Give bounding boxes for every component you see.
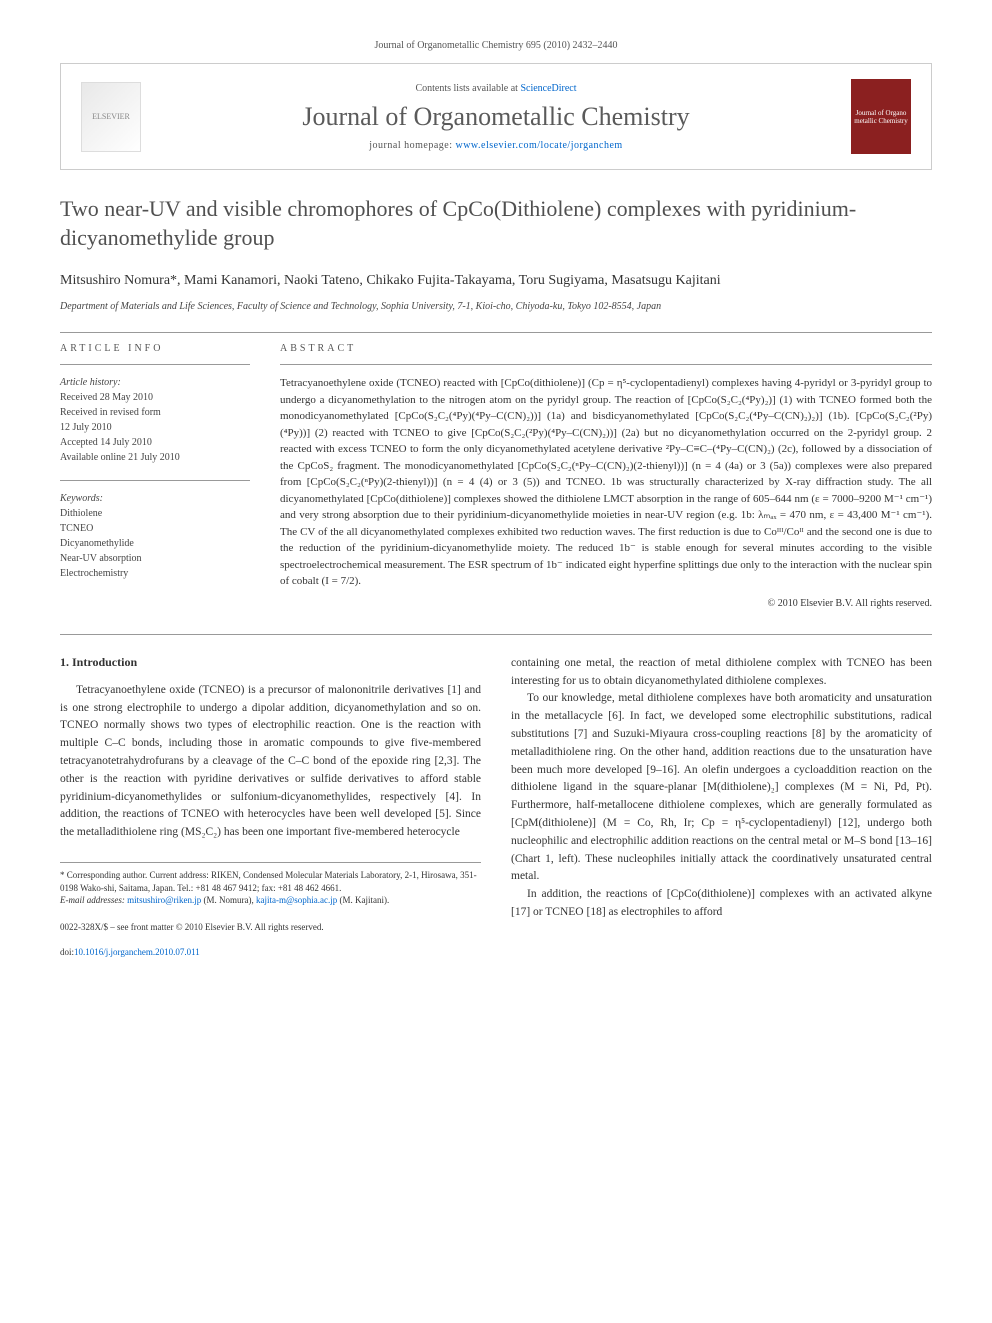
contents-list-line: Contents lists available at ScienceDirec…	[141, 83, 851, 94]
article-info-heading: ARTICLE INFO	[60, 343, 250, 354]
section-1-heading: 1. Introduction	[60, 655, 481, 670]
online-date: Available online 21 July 2010	[60, 450, 250, 465]
body-column-right: containing one metal, the reaction of me…	[511, 655, 932, 957]
email-link-1[interactable]: mitsushiro@riken.jp	[127, 895, 201, 905]
accepted-date: Accepted 14 July 2010	[60, 435, 250, 450]
article-info-column: ARTICLE INFO Article history: Received 2…	[60, 343, 250, 609]
authors-list: Mitsushiro Nomura*, Mami Kanamori, Naoki…	[60, 270, 932, 291]
info-divider-1	[60, 364, 250, 365]
email-label: E-mail addresses:	[60, 895, 127, 905]
abstract-column: ABSTRACT Tetracyanoethylene oxide (TCNEO…	[280, 343, 932, 609]
intro-paragraph-1: Tetracyanoethylene oxide (TCNEO) is a pr…	[60, 682, 481, 842]
email-person-1: (M. Nomura),	[203, 895, 256, 905]
revised-label: Received in revised form	[60, 405, 250, 420]
revised-date: 12 July 2010	[60, 420, 250, 435]
homepage-prefix: journal homepage:	[369, 140, 455, 151]
keywords-label: Keywords:	[60, 491, 250, 506]
intro-paragraph-4: In addition, the reactions of [CpCo(dith…	[511, 886, 932, 922]
elsevier-logo: ELSEVIER	[81, 82, 141, 152]
sciencedirect-link[interactable]: ScienceDirect	[520, 83, 576, 94]
email-line: E-mail addresses: mitsushiro@riken.jp (M…	[60, 894, 481, 907]
article-history-block: Article history: Received 28 May 2010 Re…	[60, 375, 250, 465]
keywords-block: Keywords: Dithiolene TCNEO Dicyanomethyl…	[60, 491, 250, 581]
article-title: Two near-UV and visible chromophores of …	[60, 195, 932, 252]
doi-label: doi:	[60, 947, 74, 957]
keyword-item: TCNEO	[60, 521, 250, 536]
keyword-item: Dithiolene	[60, 506, 250, 521]
email-person-2: (M. Kajitani).	[339, 895, 389, 905]
abstract-divider	[280, 364, 932, 365]
homepage-line: journal homepage: www.elsevier.com/locat…	[141, 140, 851, 151]
info-divider-2	[60, 480, 250, 481]
issn-line: 0022-328X/$ – see front matter © 2010 El…	[60, 922, 481, 932]
journal-cover-logo: Journal of Organo metallic Chemistry	[851, 79, 911, 154]
keyword-item: Dicyanomethylide	[60, 536, 250, 551]
history-label: Article history:	[60, 375, 250, 390]
homepage-link[interactable]: www.elsevier.com/locate/jorganchem	[455, 140, 622, 151]
corresponding-author-note: * Corresponding author. Current address:…	[60, 869, 481, 894]
intro-paragraph-2: containing one metal, the reaction of me…	[511, 655, 932, 691]
abstract-text: Tetracyanoethylene oxide (TCNEO) reacted…	[280, 375, 932, 590]
contents-prefix: Contents lists available at	[415, 83, 520, 94]
affiliation: Department of Materials and Life Science…	[60, 301, 932, 312]
intro-paragraph-3: To our knowledge, metal dithiolene compl…	[511, 690, 932, 886]
abstract-heading: ABSTRACT	[280, 343, 932, 354]
citation-header: Journal of Organometallic Chemistry 695 …	[60, 40, 932, 51]
divider-bottom	[60, 634, 932, 635]
email-link-2[interactable]: kajita-m@sophia.ac.jp	[256, 895, 337, 905]
keyword-item: Electrochemistry	[60, 566, 250, 581]
journal-name: Journal of Organometallic Chemistry	[141, 102, 851, 132]
body-column-left: 1. Introduction Tetracyanoethylene oxide…	[60, 655, 481, 957]
divider-top	[60, 332, 932, 333]
keyword-item: Near-UV absorption	[60, 551, 250, 566]
received-date: Received 28 May 2010	[60, 390, 250, 405]
abstract-copyright: © 2010 Elsevier B.V. All rights reserved…	[280, 598, 932, 609]
doi-link[interactable]: 10.1016/j.jorganchem.2010.07.011	[74, 947, 200, 957]
footnote-block: * Corresponding author. Current address:…	[60, 862, 481, 907]
doi-line: doi:10.1016/j.jorganchem.2010.07.011	[60, 947, 481, 957]
journal-header-box: ELSEVIER Contents lists available at Sci…	[60, 63, 932, 170]
